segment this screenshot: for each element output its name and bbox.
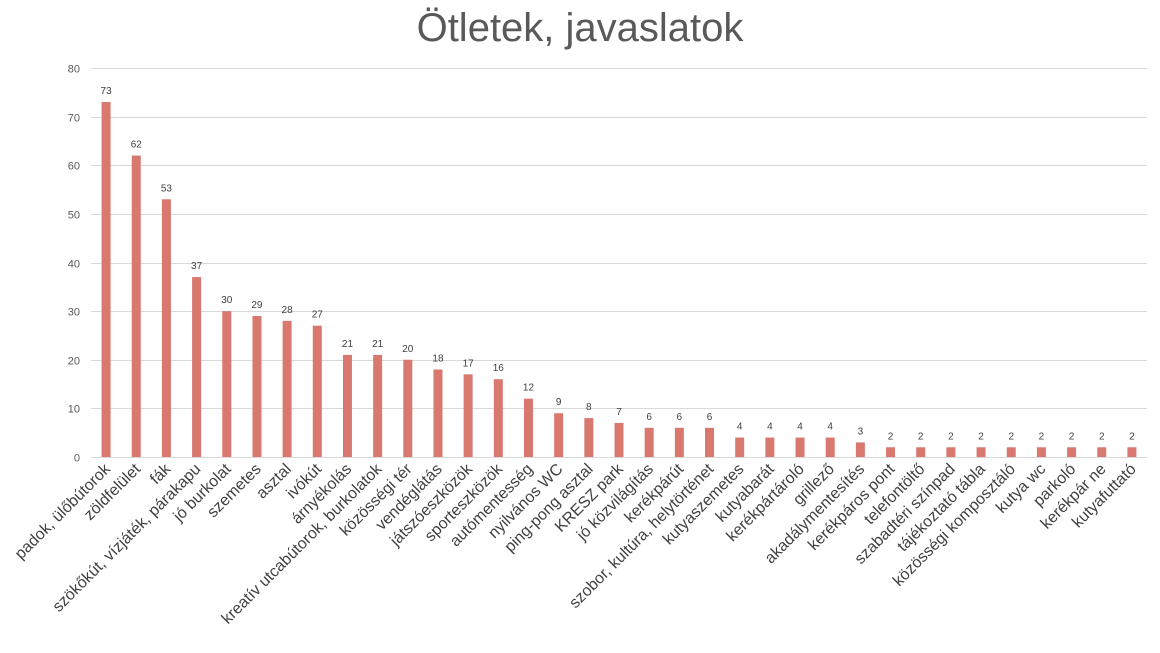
- data-label: 2: [948, 431, 954, 442]
- bar: [373, 354, 383, 457]
- bar: [674, 427, 684, 457]
- data-label: 8: [586, 402, 592, 413]
- y-tick-label: 70: [68, 113, 80, 125]
- data-label: 73: [101, 86, 113, 97]
- data-label: 37: [191, 261, 203, 272]
- data-label: 12: [523, 383, 535, 394]
- bar: [463, 374, 473, 457]
- data-label: 2: [1129, 431, 1135, 442]
- data-label: 21: [372, 339, 384, 350]
- y-tick-label: 40: [68, 259, 80, 271]
- data-label: 62: [131, 140, 143, 151]
- bar: [101, 102, 111, 457]
- bar: [735, 437, 745, 457]
- y-tick-label: 60: [68, 161, 80, 173]
- bar: [1006, 447, 1016, 457]
- data-label: 6: [707, 412, 713, 423]
- y-axis-ticks: 0 10 20 30 40 50 60 70 80: [68, 64, 80, 465]
- bar: [644, 427, 654, 457]
- bar: [222, 311, 232, 457]
- data-label: 2: [1069, 431, 1075, 442]
- data-label: 6: [677, 412, 683, 423]
- bar: [946, 447, 956, 457]
- bar: [855, 442, 865, 457]
- y-tick-label: 10: [68, 404, 80, 416]
- data-label: 17: [463, 358, 475, 369]
- bar: [312, 325, 322, 457]
- bar: [403, 359, 413, 457]
- data-label: 28: [282, 305, 294, 316]
- bar: [976, 447, 986, 457]
- bar: [795, 437, 805, 457]
- bar: [523, 398, 533, 457]
- data-label: 2: [1008, 431, 1014, 442]
- bar: [493, 379, 503, 457]
- data-label: 4: [797, 422, 803, 433]
- bars: [101, 102, 1137, 457]
- bar: [1036, 447, 1046, 457]
- bar: [886, 447, 896, 457]
- y-tick-label: 0: [74, 453, 80, 465]
- bar: [131, 155, 141, 457]
- data-label: 2: [1099, 431, 1105, 442]
- bar: [584, 418, 594, 457]
- data-label: 2: [888, 431, 894, 442]
- data-label: 29: [251, 300, 263, 311]
- y-tick-label: 80: [68, 64, 80, 76]
- data-label: 20: [402, 344, 414, 355]
- data-label: 2: [918, 431, 924, 442]
- bar: [1097, 447, 1107, 457]
- bar: [282, 320, 292, 457]
- data-label: 6: [646, 412, 652, 423]
- bar: [342, 354, 352, 457]
- chart-title: Ötletek, javaslatok: [416, 6, 744, 50]
- data-label: 18: [432, 353, 444, 364]
- data-label: 30: [221, 295, 233, 306]
- data-label: 7: [616, 407, 622, 418]
- data-label: 27: [312, 310, 324, 321]
- data-label: 3: [858, 426, 864, 437]
- bar: [614, 422, 624, 457]
- bar: [916, 447, 926, 457]
- data-label: 53: [161, 183, 173, 194]
- data-label: 4: [767, 422, 773, 433]
- bar: [192, 277, 202, 457]
- bar: [705, 427, 715, 457]
- bar: [1067, 447, 1077, 457]
- y-tick-label: 50: [68, 210, 80, 222]
- data-label: 2: [1039, 431, 1045, 442]
- data-label: 2: [978, 431, 984, 442]
- data-label: 16: [493, 363, 505, 374]
- bar: [252, 315, 262, 457]
- bar: [161, 199, 171, 457]
- data-label: 4: [827, 422, 833, 433]
- bar: [765, 437, 775, 457]
- bar: [433, 369, 443, 457]
- data-label: 9: [556, 397, 562, 408]
- data-label: 4: [737, 422, 743, 433]
- y-tick-label: 30: [68, 307, 80, 319]
- bar: [1127, 447, 1137, 457]
- grid-layer: [91, 68, 1147, 458]
- bar: [554, 413, 564, 457]
- data-labels: 73 62 53 37 30 29 28 27 21 21 20 18 17 16 12 9 8 7 6 6 6 4 4 4 4…: [101, 86, 1136, 442]
- bar: [825, 437, 835, 457]
- data-label: 21: [342, 339, 354, 350]
- y-tick-label: 20: [68, 356, 80, 368]
